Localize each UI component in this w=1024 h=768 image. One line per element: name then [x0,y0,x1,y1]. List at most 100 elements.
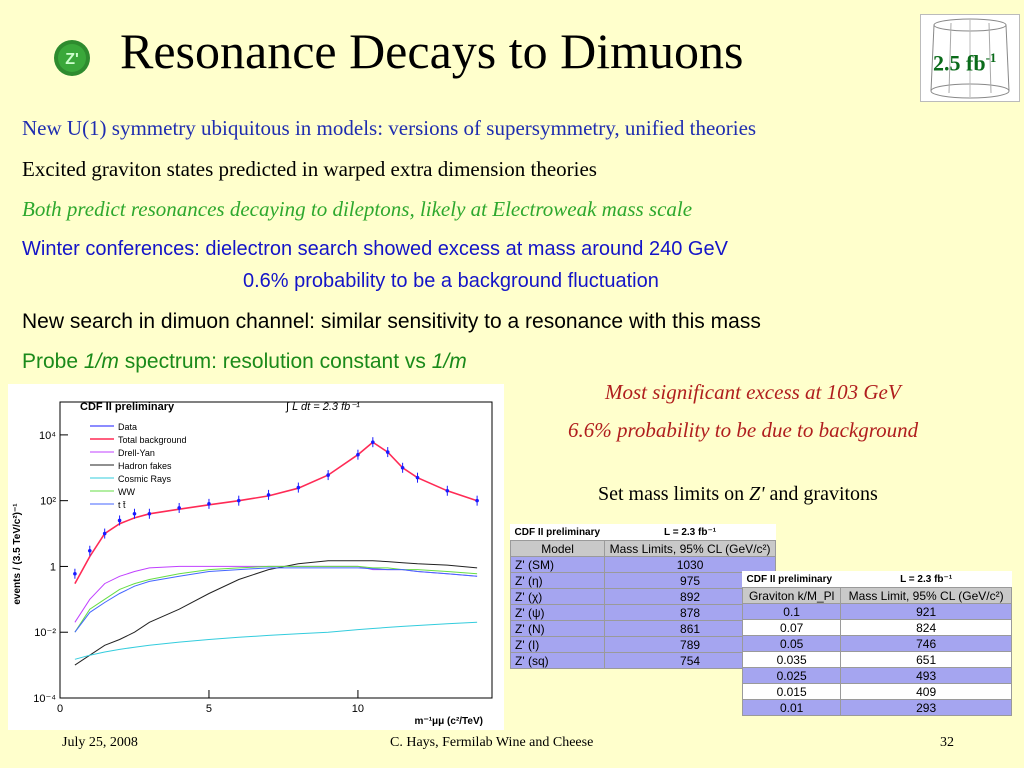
bullet-graviton: Excited graviton states predicted in war… [22,157,597,181]
luminosity-badge: 2.5 fb-1 [933,50,996,76]
excess-note: Most significant excess at 103 GeV [605,380,901,404]
legend-entry: Hadron fakes [118,461,172,471]
table-row: Z' (N) 861 [509,620,776,637]
plot-frame [59,401,493,699]
table-row: 0.015 409 [741,683,1012,700]
probe-text-b: 1/m [83,350,119,373]
table-row: 0.025 493 [741,667,1012,684]
row-model: Z' (η) [509,572,606,589]
plot-xlabel: m⁻¹μμ (c²/TeV) [415,716,483,727]
plot-legend: Data Total background Drell-Yan Hadron fake… [90,422,187,510]
bullet-u1-symmetry: New U(1) symmetry ubiquitous in models: … [22,116,757,140]
zprime-limits-table: CDF II preliminary L = 2.3 fb⁻¹ Model Ma… [509,524,776,669]
row-model: Z' (ψ) [509,604,606,621]
row-limit: 293 [840,699,1012,716]
row-limit: 754 [604,652,776,669]
table-row: Z' (η) 975 [509,572,776,589]
bullet-resonances: Both predict resonances decaying to dile… [22,197,693,221]
table1-col-model: Model [509,540,606,557]
row-model: 0.035 [741,651,842,668]
legend-entry: WW [118,487,135,497]
legend-entry: t t̄ [118,500,126,510]
table-row: 0.035 651 [741,651,1012,668]
y-tick-label: 10⁻² [34,627,56,639]
legend-entry: Cosmic Rays [118,474,172,484]
x-tick-label: 10 [352,703,364,715]
row-model: Z' (I) [509,636,606,653]
bullet-dimuon-search: New search in dimuon channel: similar se… [22,310,761,333]
row-model: 0.05 [741,635,842,652]
probability-note: 6.6% probability to be due to background [568,418,919,442]
table-row: 0.07 824 [741,619,1012,636]
detector-sketch-image [920,14,1020,102]
table-row: Z' (SM) 1030 [509,556,776,573]
probe-text-c: spectrum: resolution constant vs [118,350,432,373]
legend-entry: Total background [118,435,187,445]
row-limit: 746 [840,635,1012,652]
bullet-winter-conferences: Winter conferences: dielectron search sh… [22,238,728,260]
row-model: 0.07 [741,619,842,636]
table1-header-right: L = 2.3 fb⁻¹ [664,526,717,538]
badge-exponent: -1 [985,50,997,65]
row-model: 0.015 [741,683,842,700]
curves [73,437,479,666]
row-limit: 878 [604,604,776,621]
bullet-probe-spectrum: Probe 1/m spectrum: resolution constant … [22,350,467,374]
badge-value: 2.5 fb [933,50,986,76]
row-limit: 493 [840,667,1012,684]
limits-text-a: Set mass limits on [598,483,750,505]
x-ticks: 0 5 10 [57,690,364,715]
footer-date: July 25, 2008 [62,735,138,750]
plot-ylabel: events / (3.5 TeV/c²)⁻¹ [12,503,23,605]
row-limit: 409 [840,683,1012,700]
z-prime-logo-icon: Z' [54,40,90,76]
row-model: 0.01 [741,699,842,716]
footer-page-number: 32 [940,735,954,750]
table-row: 0.01 293 [741,699,1012,716]
logo-letter: Z' [65,51,79,68]
row-model: Z' (sq) [509,652,606,669]
y-ticks: 10⁴ 10² 1 10⁻² 10⁻⁴ [33,430,68,705]
plot-svg: CDF II preliminary ∫ L dt = 2.3 fb⁻¹ eve… [12,401,493,727]
table1-col-limit: Mass Limits, 95% CL (GeV/c²) [604,540,776,557]
row-model: 0.025 [741,667,842,684]
dimuon-spectrum-plot: CDF II preliminary ∫ L dt = 2.3 fb⁻¹ eve… [8,384,504,730]
limits-text-c: and gravitons [764,483,878,505]
table2-col-limit: Mass Limit, 95% CL (GeV/c²) [840,587,1012,604]
probe-text-a: Probe [22,350,84,373]
table2-header-right: L = 2.3 fb⁻¹ [900,573,953,585]
series-line [74,567,478,633]
table-row: 0.05 746 [741,635,1012,652]
x-tick-label: 5 [206,703,212,715]
y-tick-label: 10⁻⁴ [33,693,56,705]
plot-lumi: ∫ L dt = 2.3 fb⁻¹ [285,401,360,413]
row-model: Z' (SM) [509,556,606,573]
row-limit: 921 [840,603,1012,620]
row-model: 0.1 [741,603,842,620]
mass-limits-note: Set mass limits on Z' and gravitons [598,483,878,506]
row-limit: 892 [604,588,776,605]
table1-header-left: CDF II preliminary [514,526,601,538]
bullet-probability: 0.6% probability to be a background fluc… [243,270,659,292]
x-tick-label: 0 [57,703,63,715]
probe-text-d: 1/m [431,350,467,373]
y-tick-label: 10⁴ [39,430,56,442]
row-limit: 824 [840,619,1012,636]
y-tick-label: 1 [50,561,56,573]
table-row: Z' (χ) 892 [509,588,776,605]
legend-entry: Data [118,422,137,432]
row-model: Z' (χ) [509,588,606,605]
table-row: 0.1 921 [741,603,1012,620]
table2-col-model: Graviton k/M_Pl [741,587,842,604]
footer-author: C. Hays, Fermilab Wine and Cheese [390,735,594,750]
graviton-limits-table: CDF II preliminary L = 2.3 fb⁻¹ Graviton… [741,571,1012,716]
series-line [74,560,478,666]
table-row: Z' (I) 789 [509,636,776,653]
y-tick-label: 10² [40,496,56,508]
row-limit: 651 [840,651,1012,668]
series-line [74,621,478,660]
row-limit: 1030 [604,556,776,573]
slide-title: Resonance Decays to Dimuons [120,23,744,79]
legend-entry: Drell-Yan [118,448,155,458]
table-row: Z' (ψ) 878 [509,604,776,621]
